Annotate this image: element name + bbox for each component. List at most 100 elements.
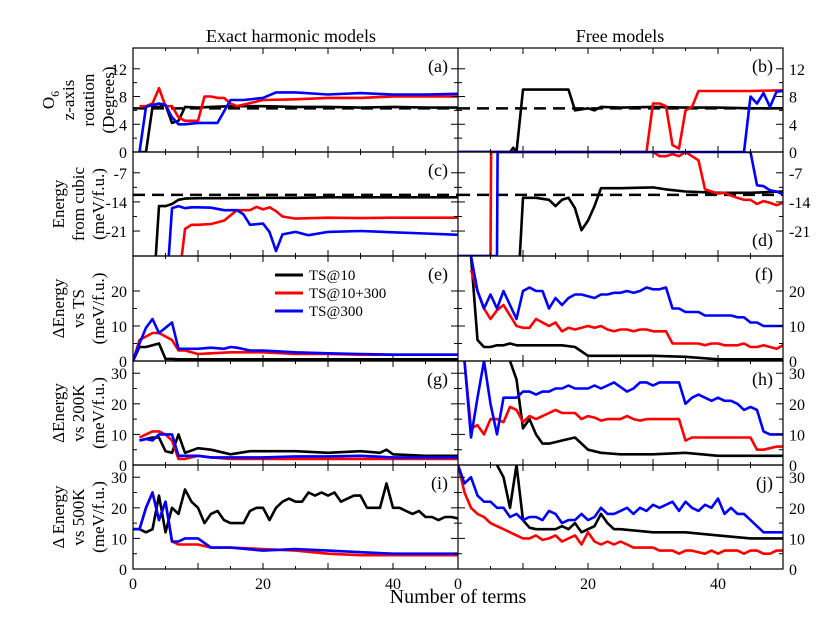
series-line-ts-10 [495,465,783,540]
x-tick-label-right: 0 [454,576,462,593]
series-group [133,482,458,557]
x-tick-label-right: 20 [580,576,596,593]
panel-g: (g) [132,361,459,465]
legend-label: TS@300 [309,304,363,320]
series-line-ts-300 [463,361,783,439]
y-tick-label-left: 20 [111,284,127,301]
series-line-ts-10 [133,482,458,534]
series-line-ts-10 [518,186,783,256]
y-axis-label-line: rotation [79,73,98,126]
y-axis-label-line: (meV/f.u.) [89,377,108,449]
series-line-ts-10 [469,256,783,361]
series-line-ts-10-300 [458,465,783,556]
series-line-ts-10-300 [458,89,783,152]
y-axis-label-line: Δ Energy [49,485,68,549]
series-line-ts-300 [458,89,783,152]
series-line-ts-10 [154,196,458,256]
y-tick-label-right: 0 [789,354,797,371]
series-line-ts-10 [133,342,458,361]
series-line-ts-300 [139,433,458,459]
y-tick-label-right: 30 [789,470,805,487]
y-tick-label-left: -7 [114,166,127,183]
panel-i: (i) [132,465,459,569]
panel-row-row-energy: (c) (d) -21 -21 -14 -14 -7 -7 Energy from cubic (m… [49,151,810,257]
series-group [458,88,783,152]
panel-label: (f) [755,264,773,285]
panel-label: (b) [752,56,773,77]
y-tick-label-left: 10 [111,319,127,336]
x-tick-label-right: 40 [710,576,726,593]
y-axis-label-line: vs 500K [69,488,88,546]
y-tick-label-left: 4 [119,117,127,134]
y-axis-label-line: (meV/f.u.) [89,481,108,553]
panel-row-row-vs-ts: (e) (f) 0 0 10 10 20 20 ΔEnergy vs TS (meV/f.u.) [49,255,805,371]
panel-row-row-vs-200k: (g) (h) 0 0 10 10 20 20 30 30 ΔEnergy vs 200K (meV/f… [49,360,805,475]
panel-a: (a) [132,48,459,152]
y-axis-label-line: (meV/f.u.) [89,273,108,345]
series-line-ts-300 [133,317,458,361]
y-axis-label-line: (Degrees) [99,66,118,133]
series-line-ts-300 [469,256,783,328]
legend: TS@10 TS@10+300 TS@300 [275,268,386,320]
panel-label: (h) [752,369,773,390]
panel-label: (i) [431,473,448,494]
series-group [458,465,783,556]
y-tick-label-right: 30 [789,366,805,383]
series-line-ts-300 [138,91,458,152]
y-tick-label-right: 8 [789,90,797,107]
y-tick-label-left: 20 [111,501,127,518]
y-tick-label-right: 4 [789,117,797,134]
panel-label: (j) [756,473,773,494]
legend-label: TS@10 [309,268,355,284]
series-line-ts-300 [133,491,458,556]
series-group [138,430,458,461]
panel-label: (g) [427,369,448,390]
y-axis-label-line: ΔEnergy [49,383,68,443]
panel-c: (c) [132,152,459,256]
panel-e: (e) [132,256,459,361]
series-line-ts-10 [139,433,458,458]
x-tick-label-left: 20 [255,576,271,593]
left-column-header: Exact harmonic models [206,26,376,46]
panel-row-row-vs-500k: (i) (j) 0 0 10 10 20 20 30 30 Δ Energy vs 500K (meV/… [49,464,805,579]
series-line-ts-300 [167,204,458,256]
y-tick-label-left: 20 [111,397,127,414]
series-line-ts-10-300 [469,269,783,351]
y-tick-label-left: -14 [106,195,127,212]
y-tick-label-right: -21 [789,224,810,241]
text-layer: Exact harmonic models Free models Number… [206,26,664,608]
y-tick-label-right: 0 [789,562,797,579]
y-axis-label-line: z-axis [59,80,78,121]
y-tick-label-right: 20 [789,501,805,518]
panel-label: (c) [428,160,448,181]
series-group [133,317,458,361]
x-axis-label: Number of terms [390,586,527,608]
y-tick-label-right: -7 [789,166,802,183]
y-tick-label-right: 10 [789,531,805,548]
series-line-ts-10 [458,88,783,152]
series-line-ts-10 [139,103,458,152]
panel-h: (h) [457,361,784,465]
panel-label: (d) [752,230,773,251]
panel-label: (e) [428,264,448,285]
series-line-ts-10-300 [463,361,783,452]
y-axis-label-subscript: 6 [48,91,62,97]
panel-label: (a) [428,56,448,77]
y-tick-label-left: 0 [119,562,127,579]
series-group [458,152,783,256]
series-line-ts-10-300 [180,205,458,256]
y-axis-label-line: Energy [49,179,68,228]
y-tick-label-left: 10 [111,427,127,444]
y-tick-label-right: 20 [789,284,805,301]
y-tick-label-left: 0 [119,458,127,475]
series-group [138,86,458,152]
y-tick-label-left: 8 [119,90,127,107]
series-line-ts-10-300 [458,152,783,256]
y-tick-label-left: 30 [111,366,127,383]
panel-d: (d) [457,152,784,256]
y-axis-label-line: vs TS [69,289,88,328]
series-line-ts-10 [508,361,783,458]
y-tick-label-left: 30 [111,470,127,487]
